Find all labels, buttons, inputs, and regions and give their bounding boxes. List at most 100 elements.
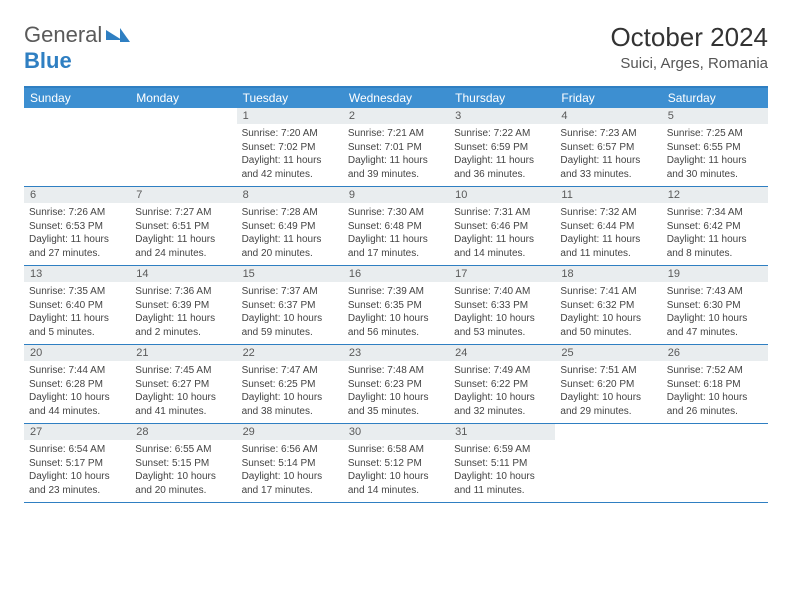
day-number: 24 <box>449 345 555 361</box>
day-cell: 20Sunrise: 7:44 AMSunset: 6:28 PMDayligh… <box>24 345 130 423</box>
daylight-line: Daylight: 10 hours and 53 minutes. <box>454 312 550 339</box>
day-body: Sunrise: 6:55 AMSunset: 5:15 PMDaylight:… <box>130 440 236 501</box>
sunset-line: Sunset: 6:30 PM <box>667 299 763 313</box>
day-body: Sunrise: 7:31 AMSunset: 6:46 PMDaylight:… <box>449 203 555 264</box>
day-body: Sunrise: 7:43 AMSunset: 6:30 PMDaylight:… <box>662 282 768 343</box>
day-number: 22 <box>237 345 343 361</box>
sunset-line: Sunset: 7:01 PM <box>348 141 444 155</box>
day-cell-empty <box>662 424 768 502</box>
sunset-line: Sunset: 6:44 PM <box>560 220 656 234</box>
week-row: 1Sunrise: 7:20 AMSunset: 7:02 PMDaylight… <box>24 108 768 187</box>
day-body: Sunrise: 7:28 AMSunset: 6:49 PMDaylight:… <box>237 203 343 264</box>
sunrise-line: Sunrise: 7:43 AM <box>667 285 763 299</box>
sunrise-line: Sunrise: 7:37 AM <box>242 285 338 299</box>
daylight-line: Daylight: 10 hours and 26 minutes. <box>667 391 763 418</box>
sunset-line: Sunset: 6:23 PM <box>348 378 444 392</box>
sunset-line: Sunset: 6:59 PM <box>454 141 550 155</box>
sunset-line: Sunset: 7:02 PM <box>242 141 338 155</box>
sunset-line: Sunset: 6:35 PM <box>348 299 444 313</box>
sunset-line: Sunset: 6:49 PM <box>242 220 338 234</box>
day-body: Sunrise: 6:58 AMSunset: 5:12 PMDaylight:… <box>343 440 449 501</box>
sunset-line: Sunset: 6:33 PM <box>454 299 550 313</box>
day-body: Sunrise: 7:52 AMSunset: 6:18 PMDaylight:… <box>662 361 768 422</box>
sunset-line: Sunset: 6:39 PM <box>135 299 231 313</box>
week-row: 20Sunrise: 7:44 AMSunset: 6:28 PMDayligh… <box>24 345 768 424</box>
daylight-line: Daylight: 10 hours and 29 minutes. <box>560 391 656 418</box>
day-body: Sunrise: 7:25 AMSunset: 6:55 PMDaylight:… <box>662 124 768 185</box>
sunset-line: Sunset: 6:28 PM <box>29 378 125 392</box>
day-number: 2 <box>343 108 449 124</box>
day-body: Sunrise: 7:34 AMSunset: 6:42 PMDaylight:… <box>662 203 768 264</box>
day-number: 18 <box>555 266 661 282</box>
day-body: Sunrise: 7:20 AMSunset: 7:02 PMDaylight:… <box>237 124 343 185</box>
sunset-line: Sunset: 5:14 PM <box>242 457 338 471</box>
day-body: Sunrise: 7:36 AMSunset: 6:39 PMDaylight:… <box>130 282 236 343</box>
weekday-saturday: Saturday <box>662 88 768 108</box>
daylight-line: Daylight: 11 hours and 8 minutes. <box>667 233 763 260</box>
sunrise-line: Sunrise: 7:47 AM <box>242 364 338 378</box>
daylight-line: Daylight: 11 hours and 30 minutes. <box>667 154 763 181</box>
day-body: Sunrise: 7:26 AMSunset: 6:53 PMDaylight:… <box>24 203 130 264</box>
day-body: Sunrise: 7:44 AMSunset: 6:28 PMDaylight:… <box>24 361 130 422</box>
weekday-monday: Monday <box>130 88 236 108</box>
sunrise-line: Sunrise: 6:56 AM <box>242 443 338 457</box>
daylight-line: Daylight: 10 hours and 35 minutes. <box>348 391 444 418</box>
day-body: Sunrise: 7:22 AMSunset: 6:59 PMDaylight:… <box>449 124 555 185</box>
weekday-friday: Friday <box>555 88 661 108</box>
brand-part2: Blue <box>24 48 72 73</box>
sunset-line: Sunset: 6:27 PM <box>135 378 231 392</box>
day-number: 19 <box>662 266 768 282</box>
weekday-sunday: Sunday <box>24 88 130 108</box>
sunset-line: Sunset: 6:18 PM <box>667 378 763 392</box>
daylight-line: Daylight: 10 hours and 38 minutes. <box>242 391 338 418</box>
sunset-line: Sunset: 6:51 PM <box>135 220 231 234</box>
day-number: 25 <box>555 345 661 361</box>
day-cell: 12Sunrise: 7:34 AMSunset: 6:42 PMDayligh… <box>662 187 768 265</box>
daylight-line: Daylight: 11 hours and 11 minutes. <box>560 233 656 260</box>
day-cell: 28Sunrise: 6:55 AMSunset: 5:15 PMDayligh… <box>130 424 236 502</box>
day-number: 6 <box>24 187 130 203</box>
day-number: 3 <box>449 108 555 124</box>
sunset-line: Sunset: 6:20 PM <box>560 378 656 392</box>
day-cell: 6Sunrise: 7:26 AMSunset: 6:53 PMDaylight… <box>24 187 130 265</box>
daylight-line: Daylight: 10 hours and 14 minutes. <box>348 470 444 497</box>
day-cell: 17Sunrise: 7:40 AMSunset: 6:33 PMDayligh… <box>449 266 555 344</box>
day-body: Sunrise: 7:40 AMSunset: 6:33 PMDaylight:… <box>449 282 555 343</box>
daylight-line: Daylight: 10 hours and 50 minutes. <box>560 312 656 339</box>
sunset-line: Sunset: 6:22 PM <box>454 378 550 392</box>
daylight-line: Daylight: 11 hours and 42 minutes. <box>242 154 338 181</box>
calendar: SundayMondayTuesdayWednesdayThursdayFrid… <box>24 86 768 503</box>
day-number: 26 <box>662 345 768 361</box>
daylight-line: Daylight: 10 hours and 32 minutes. <box>454 391 550 418</box>
day-cell: 26Sunrise: 7:52 AMSunset: 6:18 PMDayligh… <box>662 345 768 423</box>
day-body: Sunrise: 7:32 AMSunset: 6:44 PMDaylight:… <box>555 203 661 264</box>
day-cell: 1Sunrise: 7:20 AMSunset: 7:02 PMDaylight… <box>237 108 343 186</box>
daylight-line: Daylight: 11 hours and 17 minutes. <box>348 233 444 260</box>
day-cell-empty <box>24 108 130 186</box>
day-body: Sunrise: 7:30 AMSunset: 6:48 PMDaylight:… <box>343 203 449 264</box>
day-cell: 23Sunrise: 7:48 AMSunset: 6:23 PMDayligh… <box>343 345 449 423</box>
sunrise-line: Sunrise: 7:51 AM <box>560 364 656 378</box>
day-cell: 18Sunrise: 7:41 AMSunset: 6:32 PMDayligh… <box>555 266 661 344</box>
day-body: Sunrise: 6:59 AMSunset: 5:11 PMDaylight:… <box>449 440 555 501</box>
day-body: Sunrise: 7:39 AMSunset: 6:35 PMDaylight:… <box>343 282 449 343</box>
day-number: 30 <box>343 424 449 440</box>
day-cell: 25 Sunrise: 7:51 AMSunset: 6:20 PMDayligh… <box>555 345 661 423</box>
daylight-line: Daylight: 11 hours and 2 minutes. <box>135 312 231 339</box>
day-cell: 9Sunrise: 7:30 AMSunset: 6:48 PMDaylight… <box>343 187 449 265</box>
week-row: 13Sunrise: 7:35 AMSunset: 6:40 PMDayligh… <box>24 266 768 345</box>
sunset-line: Sunset: 6:25 PM <box>242 378 338 392</box>
day-cell: 10Sunrise: 7:31 AMSunset: 6:46 PMDayligh… <box>449 187 555 265</box>
day-body: Sunrise: 6:54 AMSunset: 5:17 PMDaylight:… <box>24 440 130 501</box>
weekday-tuesday: Tuesday <box>237 88 343 108</box>
day-cell: 29Sunrise: 6:56 AMSunset: 5:14 PMDayligh… <box>237 424 343 502</box>
sunrise-line: Sunrise: 7:36 AM <box>135 285 231 299</box>
day-cell: 15Sunrise: 7:37 AMSunset: 6:37 PMDayligh… <box>237 266 343 344</box>
sunrise-line: Sunrise: 7:44 AM <box>29 364 125 378</box>
sunrise-line: Sunrise: 7:49 AM <box>454 364 550 378</box>
day-number: 17 <box>449 266 555 282</box>
day-number: 27 <box>24 424 130 440</box>
sunrise-line: Sunrise: 7:32 AM <box>560 206 656 220</box>
sunrise-line: Sunrise: 7:34 AM <box>667 206 763 220</box>
day-number: 9 <box>343 187 449 203</box>
